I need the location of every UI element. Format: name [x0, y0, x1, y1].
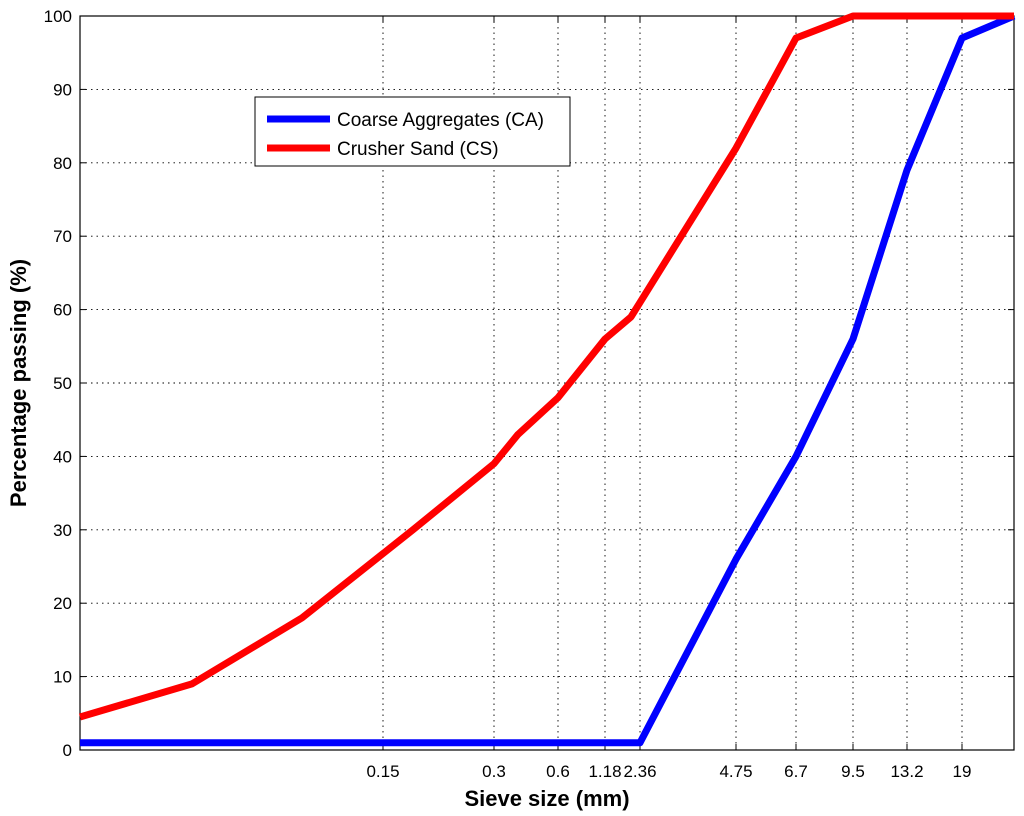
y-tick-label: 90 — [53, 80, 72, 99]
x-axis-label: Sieve size (mm) — [464, 786, 629, 811]
y-axis-ticks: 0 10 20 30 40 50 60 70 80 90 100 — [44, 7, 1014, 760]
x-tick-label: 0.3 — [482, 762, 506, 781]
legend-entry-label: Coarse Aggregates (CA) — [337, 110, 544, 131]
y-tick-label: 10 — [53, 668, 72, 687]
legend: Coarse Aggregates (CA) Crusher Sand (CS) — [254, 96, 571, 167]
series-line-crusher-sand — [79, 12, 1014, 721]
x-tick-label: 2.36 — [623, 762, 656, 781]
y-tick-label: 70 — [53, 227, 72, 246]
x-tick-label: 13.2 — [890, 762, 923, 781]
x-tick-label: 9.5 — [841, 762, 865, 781]
series-line-coarse-aggregates — [80, 12, 1016, 747]
x-tick-label: 19 — [953, 762, 972, 781]
legend-box — [254, 96, 571, 167]
y-tick-label: 40 — [53, 447, 72, 466]
y-tick-label: 20 — [53, 594, 72, 613]
y-tick-label: 100 — [44, 7, 72, 26]
y-tick-label: 60 — [53, 301, 72, 320]
x-tick-label: 6.7 — [784, 762, 808, 781]
x-tick-label: 0.15 — [366, 762, 399, 781]
x-axis-ticks: 0.15 0.3 0.6 1.18 2.36 4.75 6.7 9.5 13.2 19 — [366, 16, 971, 781]
series-lines — [79, 12, 1016, 747]
y-tick-label: 80 — [53, 154, 72, 173]
y-tick-label: 0 — [63, 741, 72, 760]
y-tick-label: 30 — [53, 521, 72, 540]
x-tick-label: 4.75 — [719, 762, 752, 781]
legend-entry-label: Crusher Sand (CS) — [337, 139, 499, 160]
y-tick-label: 50 — [53, 374, 72, 393]
grid-lines — [80, 16, 1014, 750]
y-axis-label: Percentage passing (%) — [6, 259, 31, 507]
x-tick-label: 0.6 — [546, 762, 570, 781]
x-tick-label: 1.18 — [588, 762, 621, 781]
